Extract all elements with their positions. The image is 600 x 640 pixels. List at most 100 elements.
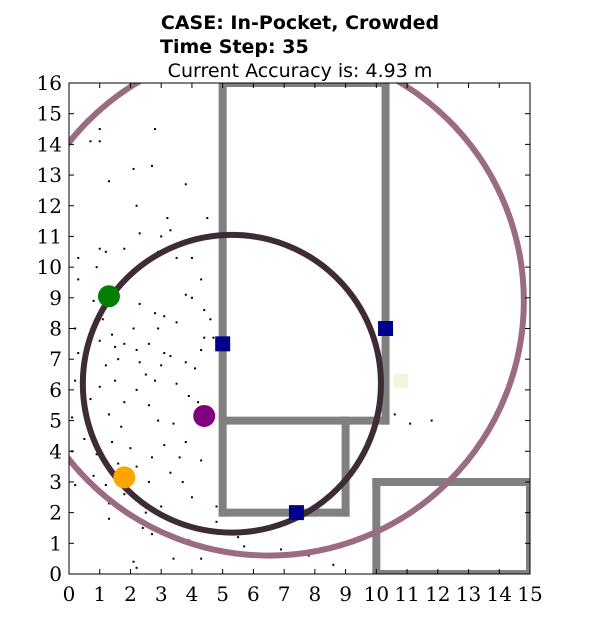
y-tick-label-16: 16: [37, 71, 62, 95]
particle-111: [393, 413, 396, 416]
accuracy-label: Current Accuracy is: 4.93 m: [168, 60, 433, 82]
particle-60: [154, 379, 157, 382]
faint-marker: [393, 373, 408, 388]
x-tick-label-7: 7: [278, 582, 291, 606]
particle-87: [147, 480, 150, 483]
y-tick-label-7: 7: [49, 347, 62, 371]
beacon-1: [378, 321, 394, 336]
beacon-2: [288, 505, 304, 521]
uncertainty-circle-1: [69, 83, 527, 559]
x-tick-label-12: 12: [425, 582, 450, 606]
y-tick-label-5: 5: [49, 409, 62, 433]
particle-30: [154, 312, 157, 315]
x-tick-label-9: 9: [339, 582, 352, 606]
particle-98: [150, 533, 153, 536]
particle-40: [111, 333, 114, 336]
y-tick-label-14: 14: [37, 132, 62, 156]
particle-113: [430, 419, 433, 422]
x-tick-label-8: 8: [308, 582, 321, 606]
particle-50: [117, 358, 120, 361]
particle-106: [172, 557, 175, 560]
particle-72: [83, 437, 86, 440]
particle-6: [150, 164, 153, 167]
particle-90: [123, 493, 126, 496]
particle-16: [123, 247, 126, 250]
x-tick-label-11: 11: [394, 582, 419, 606]
estimate-point-1: [193, 404, 216, 427]
y-tick-label-2: 2: [49, 501, 62, 525]
particle-47: [114, 345, 117, 348]
particles: [71, 128, 433, 569]
particle-110: [332, 563, 335, 566]
particle-62: [187, 395, 190, 398]
estimate-point-2: [113, 466, 136, 489]
particle-76: [184, 441, 187, 444]
particle-5: [132, 167, 135, 170]
particle-57: [74, 379, 77, 382]
x-tick-label-0: 0: [63, 582, 76, 606]
particle-58: [98, 385, 101, 388]
particle-93: [144, 511, 147, 514]
particle-99: [215, 520, 218, 523]
particle-84: [169, 471, 172, 474]
particle-36: [74, 327, 77, 330]
particle-29: [101, 318, 104, 321]
particle-21: [95, 266, 98, 269]
particle-43: [147, 342, 150, 345]
particle-101: [237, 536, 240, 539]
x-tick-label-6: 6: [247, 582, 260, 606]
particle-80: [150, 456, 153, 459]
particle-19: [190, 256, 193, 259]
particle-39: [98, 339, 101, 342]
x-tick-label-10: 10: [364, 582, 389, 606]
y-tick-label-6: 6: [49, 378, 62, 402]
particle-67: [71, 416, 74, 419]
x-tick-label-13: 13: [456, 582, 481, 606]
particle-20: [77, 256, 80, 259]
particle-89: [74, 484, 77, 487]
y-tick-label-3: 3: [49, 470, 62, 494]
particle-73: [111, 441, 114, 444]
x-tick-label-4: 4: [186, 582, 199, 606]
y-tick-label-11: 11: [37, 224, 62, 248]
particle-56: [114, 379, 117, 382]
particle-104: [280, 548, 283, 551]
particle-63: [197, 401, 200, 404]
particle-42: [135, 348, 138, 351]
particle-74: [129, 447, 132, 450]
x-tick-label-15: 15: [517, 582, 542, 606]
x-axis: 0 1 2 3 4 5 6 7 8 9 10 11 12 13 14 15: [63, 83, 543, 606]
particle-61: [175, 382, 178, 385]
x-tick-label-14: 14: [487, 582, 512, 606]
particle-70: [157, 419, 160, 422]
chart-title: CASE: In-Pocket, Crowded: [161, 12, 439, 34]
particle-86: [104, 484, 107, 487]
estimate-point-0: [97, 285, 120, 308]
particle-107: [200, 557, 203, 560]
particle-26: [190, 296, 193, 299]
x-tick-label-2: 2: [124, 582, 137, 606]
particle-91: [190, 496, 193, 499]
y-tick-label-13: 13: [37, 163, 62, 187]
particle-13: [160, 235, 163, 238]
particle-41: [123, 342, 126, 345]
particle-52: [144, 373, 147, 376]
walls: [218, 83, 530, 574]
uncertainty-circle-0: [79, 231, 384, 536]
particle-88: [181, 480, 184, 483]
particle-37: [203, 336, 206, 339]
particle-3: [154, 128, 157, 131]
y-tick-label-8: 8: [49, 317, 62, 341]
particle-53: [160, 364, 163, 367]
particle-22: [77, 278, 80, 281]
particle-66: [147, 404, 150, 407]
particle-15: [98, 247, 101, 250]
particle-54: [184, 361, 187, 364]
particle-69: [120, 425, 123, 428]
particle-10: [138, 232, 141, 235]
particle-38: [212, 336, 215, 339]
y-tick-label-4: 4: [49, 439, 62, 463]
particle-94: [160, 505, 163, 508]
